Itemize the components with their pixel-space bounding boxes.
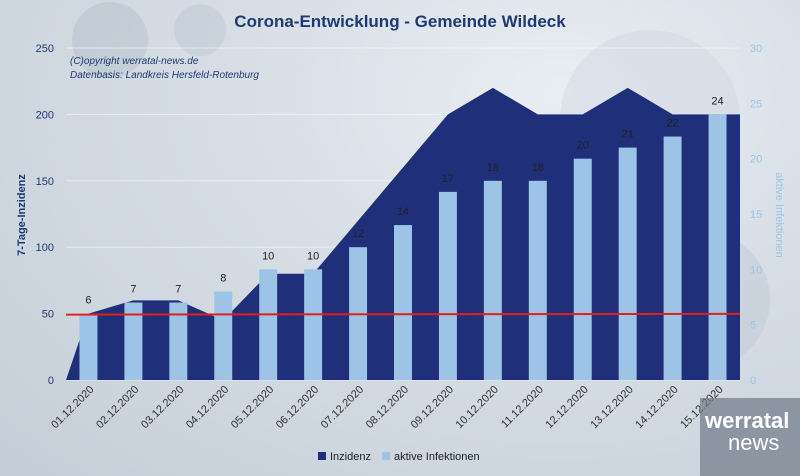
bar-data-label: 18	[532, 162, 544, 174]
x-axis-ticks: 01.12.202002.12.202003.12.202004.12.2020…	[49, 384, 725, 431]
legend-swatch-inzidenz	[318, 452, 326, 460]
legend: Inzidenz aktive Infektionen	[318, 451, 480, 463]
bar-aktive-infektionen	[618, 147, 637, 380]
bar-aktive-infektionen	[124, 302, 143, 380]
bar-aktive-infektionen	[169, 302, 188, 380]
y-axis-title: 7-Tage-Inzidenz	[16, 174, 28, 256]
y2-tick-label: 25	[750, 98, 762, 110]
bar-data-label: 12	[352, 228, 364, 240]
bar-data-label: 17	[442, 173, 454, 185]
bar-data-label: 21	[622, 129, 634, 141]
bar-data-label: 14	[397, 206, 409, 218]
bar-data-label: 10	[307, 250, 319, 262]
werratal-news-logo: werratal news	[700, 398, 800, 476]
bar-data-label: 8	[220, 272, 226, 284]
legend-label-aktive-infektionen: aktive Infektionen	[394, 451, 480, 463]
chart-title: Corona-Entwicklung - Gemeinde Wildeck	[234, 12, 566, 31]
copyright-note: (C)opyright werratal-news.de	[70, 56, 199, 67]
y2-tick-label: 0	[750, 375, 756, 387]
bar-data-label: 10	[262, 250, 274, 262]
x-tick-label: 14.12.2020	[633, 384, 680, 431]
x-tick-label: 11.12.2020	[499, 384, 546, 431]
bar-data-label: 18	[487, 162, 499, 174]
x-tick-label: 05.12.2020	[229, 384, 276, 431]
x-tick-label: 09.12.2020	[409, 384, 456, 431]
reference-line-layer	[65, 312, 741, 316]
reference-line	[65, 312, 741, 316]
bar-aktive-infektionen	[573, 158, 592, 380]
x-tick-label: 04.12.2020	[184, 384, 231, 431]
bar-data-label: 20	[577, 140, 589, 152]
logo-line2: news	[728, 430, 779, 455]
y-tick-label: 0	[48, 375, 54, 387]
y-tick-label: 50	[42, 309, 54, 321]
x-tick-label: 01.12.2020	[49, 384, 96, 431]
y-tick-label: 100	[36, 242, 54, 254]
bar-aktive-infektionen	[483, 180, 502, 380]
bar-aktive-infektionen	[214, 291, 233, 380]
bar-aktive-infektionen	[528, 180, 547, 380]
x-tick-label: 12.12.2020	[543, 384, 590, 431]
x-tick-label: 03.12.2020	[139, 384, 186, 431]
right-axis-ticks: 0 5 10 15 20 25 30	[750, 43, 762, 387]
x-tick-label: 10.12.2020	[454, 384, 501, 431]
x-tick-label: 02.12.2020	[94, 384, 141, 431]
bar-aktive-infektionen	[708, 114, 727, 381]
bar-aktive-infektionen	[394, 225, 412, 380]
bar-data-label: 7	[130, 284, 136, 296]
y-tick-label: 150	[36, 176, 54, 188]
bar-data-label: 7	[175, 284, 181, 296]
y2-axis-title: aktive Infektionen	[773, 172, 785, 258]
x-tick-label: 07.12.2020	[319, 384, 366, 431]
legend-label-inzidenz: Inzidenz	[330, 451, 371, 463]
x-tick-label: 13.12.2020	[588, 384, 635, 431]
bar-aktive-infektionen	[663, 136, 682, 380]
x-tick-label: 08.12.2020	[364, 384, 411, 431]
legend-swatch-aktive-infektionen	[382, 452, 390, 460]
data-label-layer: 6 7 7 8 10 10 12 14 17 18 18 20 21 22 24	[85, 95, 723, 306]
bar-aktive-infektionen	[259, 269, 278, 380]
left-axis-ticks: 0 50 100 150 200 250	[36, 43, 54, 387]
y2-tick-label: 5	[750, 320, 756, 332]
bar-aktive-infektionen	[79, 313, 98, 380]
bar-data-label: 6	[85, 295, 91, 307]
y2-tick-label: 15	[750, 209, 762, 221]
y2-tick-label: 20	[750, 154, 762, 166]
y-tick-label: 200	[36, 109, 54, 121]
y2-tick-label: 10	[750, 264, 762, 276]
bar-aktive-infektionen	[438, 191, 457, 380]
y-tick-label: 250	[36, 43, 54, 55]
y2-tick-label: 30	[750, 43, 762, 55]
bar-data-label: 22	[666, 118, 678, 130]
bar-data-label: 24	[711, 95, 723, 107]
aktive-infektionen-bar-layer	[79, 114, 727, 381]
x-tick-label: 06.12.2020	[274, 384, 321, 431]
data-source-note: Datenbasis: Landkreis Hersfeld-Rotenburg	[70, 70, 259, 81]
bar-aktive-infektionen	[304, 269, 323, 380]
logo-line1: werratal	[704, 408, 789, 433]
